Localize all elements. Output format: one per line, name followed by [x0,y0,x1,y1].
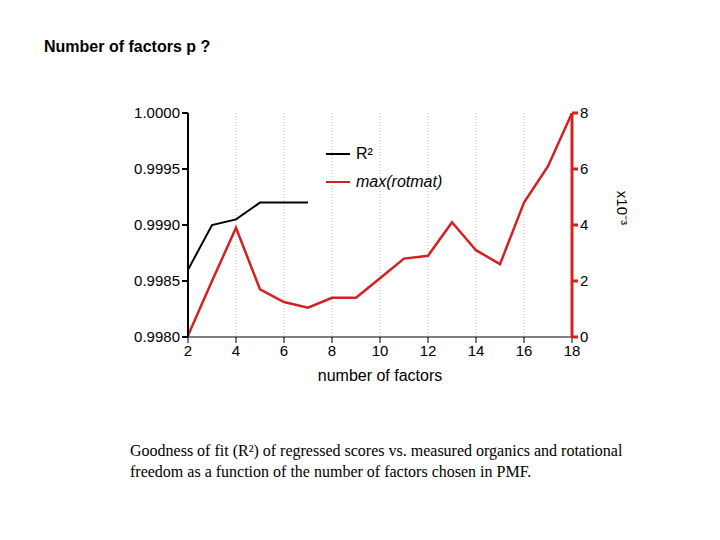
svg-text:2: 2 [184,342,192,359]
html-text:R²: R² [356,145,373,162]
svg-text:number of factors: number of factors [318,367,443,384]
svg-text:6: 6 [280,342,288,359]
svg-text:4: 4 [232,342,240,359]
svg-text:0: 0 [580,328,588,345]
svg-text:18: 18 [564,342,581,359]
svg-text:1.0000: 1.0000 [134,104,180,121]
html-text:Goodness of fit (R²) of regres: Goodness of fit (R²) of regressed scores… [130,442,623,480]
svg-text:x10⁻³: x10⁻³ [614,191,631,225]
svg-text:0.9980: 0.9980 [134,328,180,345]
svg-text:0.9985: 0.9985 [134,272,180,289]
svg-text:14: 14 [468,342,485,359]
html-text:Number of factors p ?: Number of factors p ? [44,38,211,55]
svg-text:2: 2 [580,272,588,289]
svg-text:8: 8 [328,342,336,359]
svg-text:8: 8 [580,104,588,121]
html-text:max(rotmat): max(rotmat) [356,173,443,190]
svg-text:4: 4 [580,216,588,233]
svg-text:0.9990: 0.9990 [134,216,180,233]
svg-text:0.9995: 0.9995 [134,160,180,177]
svg-text:12: 12 [420,342,437,359]
svg-text:6: 6 [580,160,588,177]
svg-text:16: 16 [516,342,533,359]
svg-text:10: 10 [372,342,389,359]
